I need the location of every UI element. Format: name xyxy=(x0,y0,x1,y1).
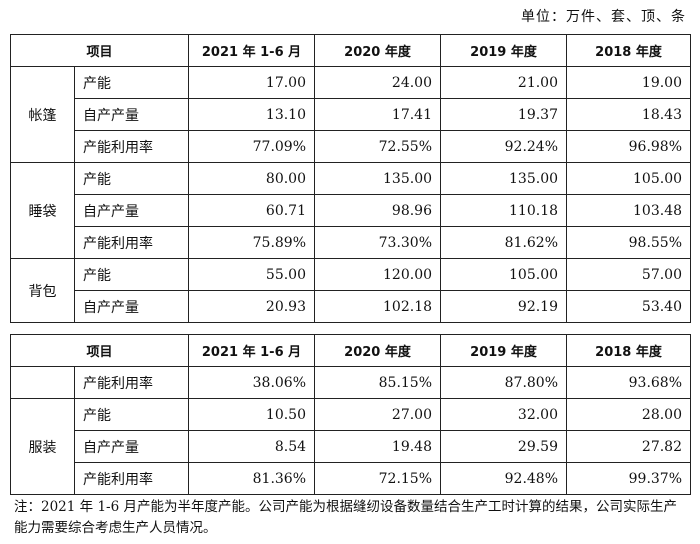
value-cell: 21.00 xyxy=(440,66,568,99)
value-cell: 98.55% xyxy=(566,226,692,259)
row-label: 自产产量 xyxy=(73,194,190,227)
value-cell: 98.96 xyxy=(314,194,442,227)
value-cell: 10.50 xyxy=(188,398,316,431)
value-cell: 135.00 xyxy=(314,162,442,195)
value-cell: 105.00 xyxy=(566,162,692,195)
header-item: 项目 xyxy=(9,34,190,67)
value-cell: 19.00 xyxy=(566,66,692,99)
value-cell: 81.36% xyxy=(188,462,316,495)
row-label: 产能 xyxy=(73,258,190,291)
value-cell: 18.43 xyxy=(566,98,692,131)
value-cell: 102.18 xyxy=(314,290,442,323)
header-2018: 2018 年度 xyxy=(566,334,692,367)
value-cell: 81.62% xyxy=(440,226,568,259)
table-row: 产能利用率 77.09% 72.55% 92.24% 96.98% xyxy=(11,130,692,163)
value-cell: 73.30% xyxy=(314,226,442,259)
value-cell: 103.48 xyxy=(566,194,692,227)
table-row: 产能利用率 75.89% 73.30% 81.62% 98.55% xyxy=(11,226,692,259)
value-cell: 17.41 xyxy=(314,98,442,131)
value-cell: 20.93 xyxy=(188,290,316,323)
value-cell: 19.37 xyxy=(440,98,568,131)
value-cell: 120.00 xyxy=(314,258,442,291)
group-label: 帐篷 xyxy=(10,66,75,163)
value-cell: 92.19 xyxy=(440,290,568,323)
unit-label: 单位：万件、套、顶、条 xyxy=(521,9,686,25)
value-cell: 17.00 xyxy=(188,66,316,99)
group-label: 服装 xyxy=(10,398,75,495)
value-cell: 60.71 xyxy=(188,194,316,227)
value-cell: 87.80% xyxy=(440,366,568,399)
table-row: 自产产量 13.10 17.41 19.37 18.43 xyxy=(11,98,692,131)
value-cell: 92.24% xyxy=(440,130,568,163)
header-2020: 2020 年度 xyxy=(314,34,442,67)
value-cell: 110.18 xyxy=(440,194,568,227)
value-cell: 8.54 xyxy=(188,430,316,463)
footnote: 注：2021 年 1-6 月产能为半年度产能。公司产能为根据缝纫设备数量结合生产… xyxy=(14,499,677,536)
row-label: 产能 xyxy=(73,398,190,431)
header-item: 项目 xyxy=(9,334,190,367)
table-row: 睡袋 产能 80.00 135.00 135.00 105.00 xyxy=(10,162,692,259)
value-cell: 96.98% xyxy=(566,130,692,163)
table-row: 产能利用率 81.36% 72.15% 92.48% 99.37% xyxy=(11,462,692,495)
value-cell: 53.40 xyxy=(566,290,692,323)
row-label: 产能利用率 xyxy=(73,226,190,259)
value-cell: 13.10 xyxy=(188,98,316,131)
value-cell: 55.00 xyxy=(188,258,316,291)
header-2021h1: 2021 年 1-6 月 xyxy=(188,34,316,67)
value-cell: 27.00 xyxy=(314,398,442,431)
group-label: 背包 xyxy=(10,258,75,323)
header-2021h1: 2021 年 1-6 月 xyxy=(188,334,316,367)
value-cell: 92.48% xyxy=(440,462,568,495)
table-header-row: 项目 2021 年 1-6 月 2020 年度 2019 年度 2018 年度 xyxy=(9,34,692,67)
row-label: 自产产量 xyxy=(73,430,190,463)
value-cell: 77.09% xyxy=(188,130,316,163)
table-row: 产能利用率 38.06% 85.15% 87.80% 93.68% xyxy=(10,366,692,399)
row-label: 产能利用率 xyxy=(73,366,190,399)
value-cell: 99.37% xyxy=(566,462,692,495)
header-2019: 2019 年度 xyxy=(440,334,568,367)
value-cell: 135.00 xyxy=(440,162,568,195)
value-cell: 57.00 xyxy=(566,258,692,291)
row-label: 自产产量 xyxy=(73,290,190,323)
capacity-table-part2: 项目 2021 年 1-6 月 2020 年度 2019 年度 2018 年度 … xyxy=(9,334,692,495)
value-cell: 80.00 xyxy=(188,162,316,195)
value-cell: 105.00 xyxy=(440,258,568,291)
row-label: 产能 xyxy=(73,66,190,99)
value-cell: 28.00 xyxy=(566,398,692,431)
table-row: 自产产量 60.71 98.96 110.18 103.48 xyxy=(11,194,692,227)
table-header-row: 项目 2021 年 1-6 月 2020 年度 2019 年度 2018 年度 xyxy=(9,334,692,367)
row-label: 产能利用率 xyxy=(73,130,190,163)
row-label: 产能利用率 xyxy=(73,462,190,495)
table-row: 服装 产能 10.50 27.00 32.00 28.00 xyxy=(10,398,692,495)
header-2020: 2020 年度 xyxy=(314,334,442,367)
row-label: 产能 xyxy=(73,162,190,195)
table-row: 背包 产能 55.00 120.00 105.00 57.00 xyxy=(10,258,692,323)
group-label xyxy=(10,366,75,399)
header-2019: 2019 年度 xyxy=(440,34,568,67)
group-label: 睡袋 xyxy=(10,162,75,259)
value-cell: 19.48 xyxy=(314,430,442,463)
value-cell: 75.89% xyxy=(188,226,316,259)
value-cell: 72.55% xyxy=(314,130,442,163)
value-cell: 27.82 xyxy=(566,430,692,463)
value-cell: 24.00 xyxy=(314,66,442,99)
row-label: 自产产量 xyxy=(73,98,190,131)
value-cell: 93.68% xyxy=(566,366,692,399)
value-cell: 85.15% xyxy=(314,366,442,399)
header-2018: 2018 年度 xyxy=(566,34,692,67)
capacity-table-part1: 项目 2021 年 1-6 月 2020 年度 2019 年度 2018 年度 … xyxy=(9,34,692,323)
table-row: 帐篷 产能 17.00 24.00 21.00 19.00 xyxy=(10,66,692,163)
table-row: 自产产量 8.54 19.48 29.59 27.82 xyxy=(11,430,692,463)
value-cell: 32.00 xyxy=(440,398,568,431)
value-cell: 72.15% xyxy=(314,462,442,495)
value-cell: 38.06% xyxy=(188,366,316,399)
table-row: 自产产量 20.93 102.18 92.19 53.40 xyxy=(11,290,692,323)
value-cell: 29.59 xyxy=(440,430,568,463)
